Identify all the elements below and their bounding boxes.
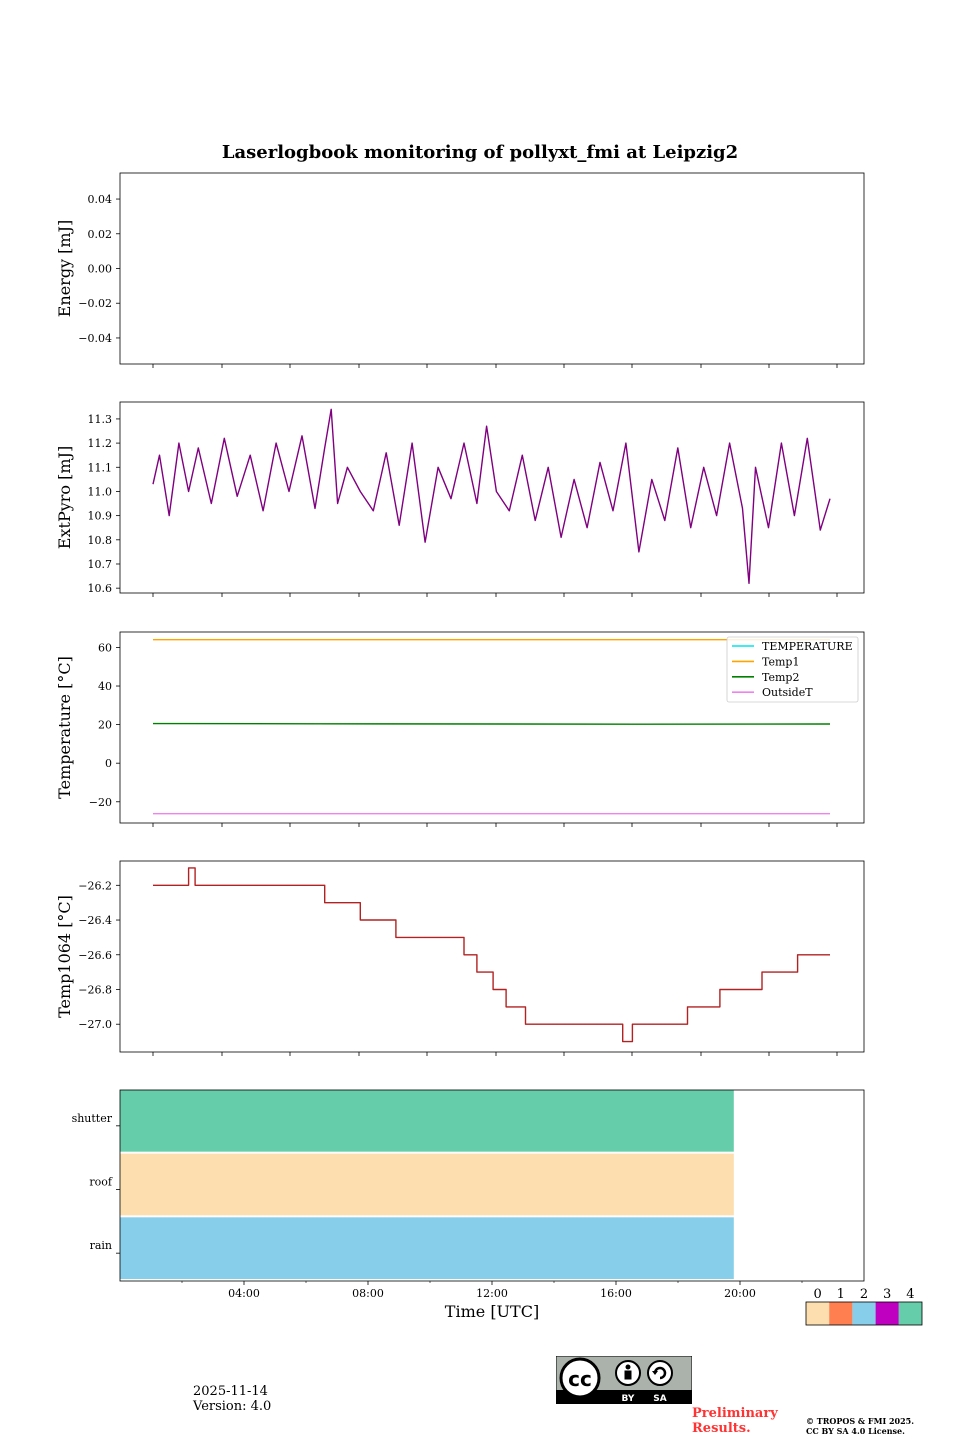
panel-2-ytick-label: 10.7 [88, 558, 113, 571]
cc-icon [559, 1357, 601, 1399]
status-xtick-label: 08:00 [352, 1287, 384, 1300]
colorbar-label-4: 4 [906, 1287, 914, 1302]
preliminary-line-1: Preliminary [692, 1406, 778, 1421]
panel-3-ylabel: Temperature [°C] [55, 656, 74, 799]
panel-3-ytick-label: 20 [98, 719, 112, 732]
panel-3-ytick-label: 0 [105, 757, 112, 770]
panel-2-ytick-label: 10.8 [88, 534, 113, 547]
colorbar-label-0: 0 [813, 1287, 821, 1302]
cc-by-sa-license-badge: cc BY SA [556, 1356, 692, 1404]
copyright-line-2: CC BY SA 4.0 License. [806, 1426, 905, 1436]
legend-label-temperature: TEMPERATURE [762, 640, 853, 653]
status-row-label-rain: rain [90, 1239, 112, 1252]
preliminary-line-2: Results. [692, 1421, 751, 1436]
panel-2-ytick-label: 10.9 [88, 510, 113, 523]
status-row-label-roof: roof [89, 1176, 113, 1189]
status-xtick-label: 12:00 [476, 1287, 508, 1300]
colorbar-frame [805, 1301, 923, 1326]
copyright-note: © TROPOS & FMI 2025. CC BY SA 4.0 Licens… [806, 1416, 914, 1436]
panel-2-frame [119, 401, 865, 594]
panel-2-ytick-label: 11.2 [88, 437, 113, 450]
status-xtick-label: 16:00 [600, 1287, 632, 1300]
legend-label-temp2: Temp2 [762, 671, 799, 684]
laserlogbook-figure: Laserlogbook monitoring of pollyxt_fmi a… [55, 142, 923, 1326]
panel-2-ylabel: ExtPyro [mJ] [55, 446, 74, 549]
panel-1-ytick-label: −0.02 [78, 297, 112, 310]
colorbar-swatch-2 [852, 1302, 876, 1325]
panel-2-ytick-label: 11.3 [88, 413, 113, 426]
panel-3-series-temp2 [152, 722, 831, 725]
date-label: 2025-11-14 [193, 1384, 268, 1399]
status-block-roof [120, 1153, 734, 1216]
colorbar-label-3: 3 [883, 1287, 891, 1302]
panel-4-ytick-label: −26.2 [78, 879, 112, 892]
panel-4-series-temp1064 [153, 867, 830, 1043]
panel-5-frame [119, 1089, 865, 1282]
version-label: Version: 4.0 [193, 1399, 272, 1414]
cc-icon-label: cc [568, 1367, 592, 1391]
preliminary-results-note: Preliminary Results. [692, 1406, 778, 1436]
footer-info: 2025-11-14 Version: 4.0 [193, 1384, 271, 1414]
figure-title: Laserlogbook monitoring of pollyxt_fmi a… [222, 142, 738, 163]
sa-share-alike-icon [647, 1360, 673, 1386]
sa-label: SA [653, 1394, 666, 1404]
by-label: BY [622, 1394, 635, 1404]
panel-3-ytick-label: 60 [98, 641, 112, 654]
x-axis-label: Time [UTC] [445, 1302, 539, 1321]
panel-4-ylabel: Temp1064 [°C] [55, 895, 74, 1018]
panel-4-ytick-label: −26.8 [78, 983, 112, 996]
panel-1-ytick-label: 0.02 [88, 228, 113, 241]
colorbar-swatch-3 [875, 1302, 899, 1325]
colorbar-swatch-1 [829, 1302, 853, 1325]
panel-4-frame [119, 860, 865, 1053]
panel-1-ytick-label: −0.04 [78, 332, 112, 345]
panel-4-ytick-label: −26.4 [78, 914, 112, 927]
status-xtick-label: 04:00 [228, 1287, 260, 1300]
temperature-legend [726, 636, 859, 703]
legend-label-temp1: Temp1 [762, 655, 799, 668]
panel-2-ytick-label: 11.1 [88, 461, 113, 474]
panel-4-ytick-label: −27.0 [78, 1018, 112, 1031]
panel-3-frame [119, 631, 865, 824]
panel-3-ytick-label: 40 [98, 680, 112, 693]
panel-3-ytick-label: −20 [89, 796, 112, 809]
colorbar-swatch-4 [898, 1302, 922, 1325]
copyright-line-1: © TROPOS & FMI 2025. [806, 1416, 915, 1426]
panel-2-series-extpyro [152, 408, 831, 584]
panel-2-ytick-label: 10.6 [88, 582, 113, 595]
panel-4-ytick-label: −26.6 [78, 949, 112, 962]
status-block-rain [120, 1217, 734, 1279]
panel-1-frame [119, 172, 865, 365]
colorbar-swatch-0 [806, 1302, 830, 1325]
panel-1-ytick-label: 0.00 [88, 263, 113, 276]
status-row-label-shutter: shutter [72, 1112, 113, 1125]
status-block-shutter [120, 1090, 734, 1152]
legend-label-outsidet: OutsideT [762, 686, 813, 699]
colorbar-label-2: 2 [860, 1287, 868, 1302]
panel-1-ylabel: Energy [mJ] [55, 220, 74, 318]
panel-2-ytick-label: 11.0 [88, 485, 113, 498]
colorbar-label-1: 1 [837, 1287, 845, 1302]
status-xtick-label: 20:00 [724, 1287, 756, 1300]
panel-1-ytick-label: 0.04 [88, 193, 113, 206]
